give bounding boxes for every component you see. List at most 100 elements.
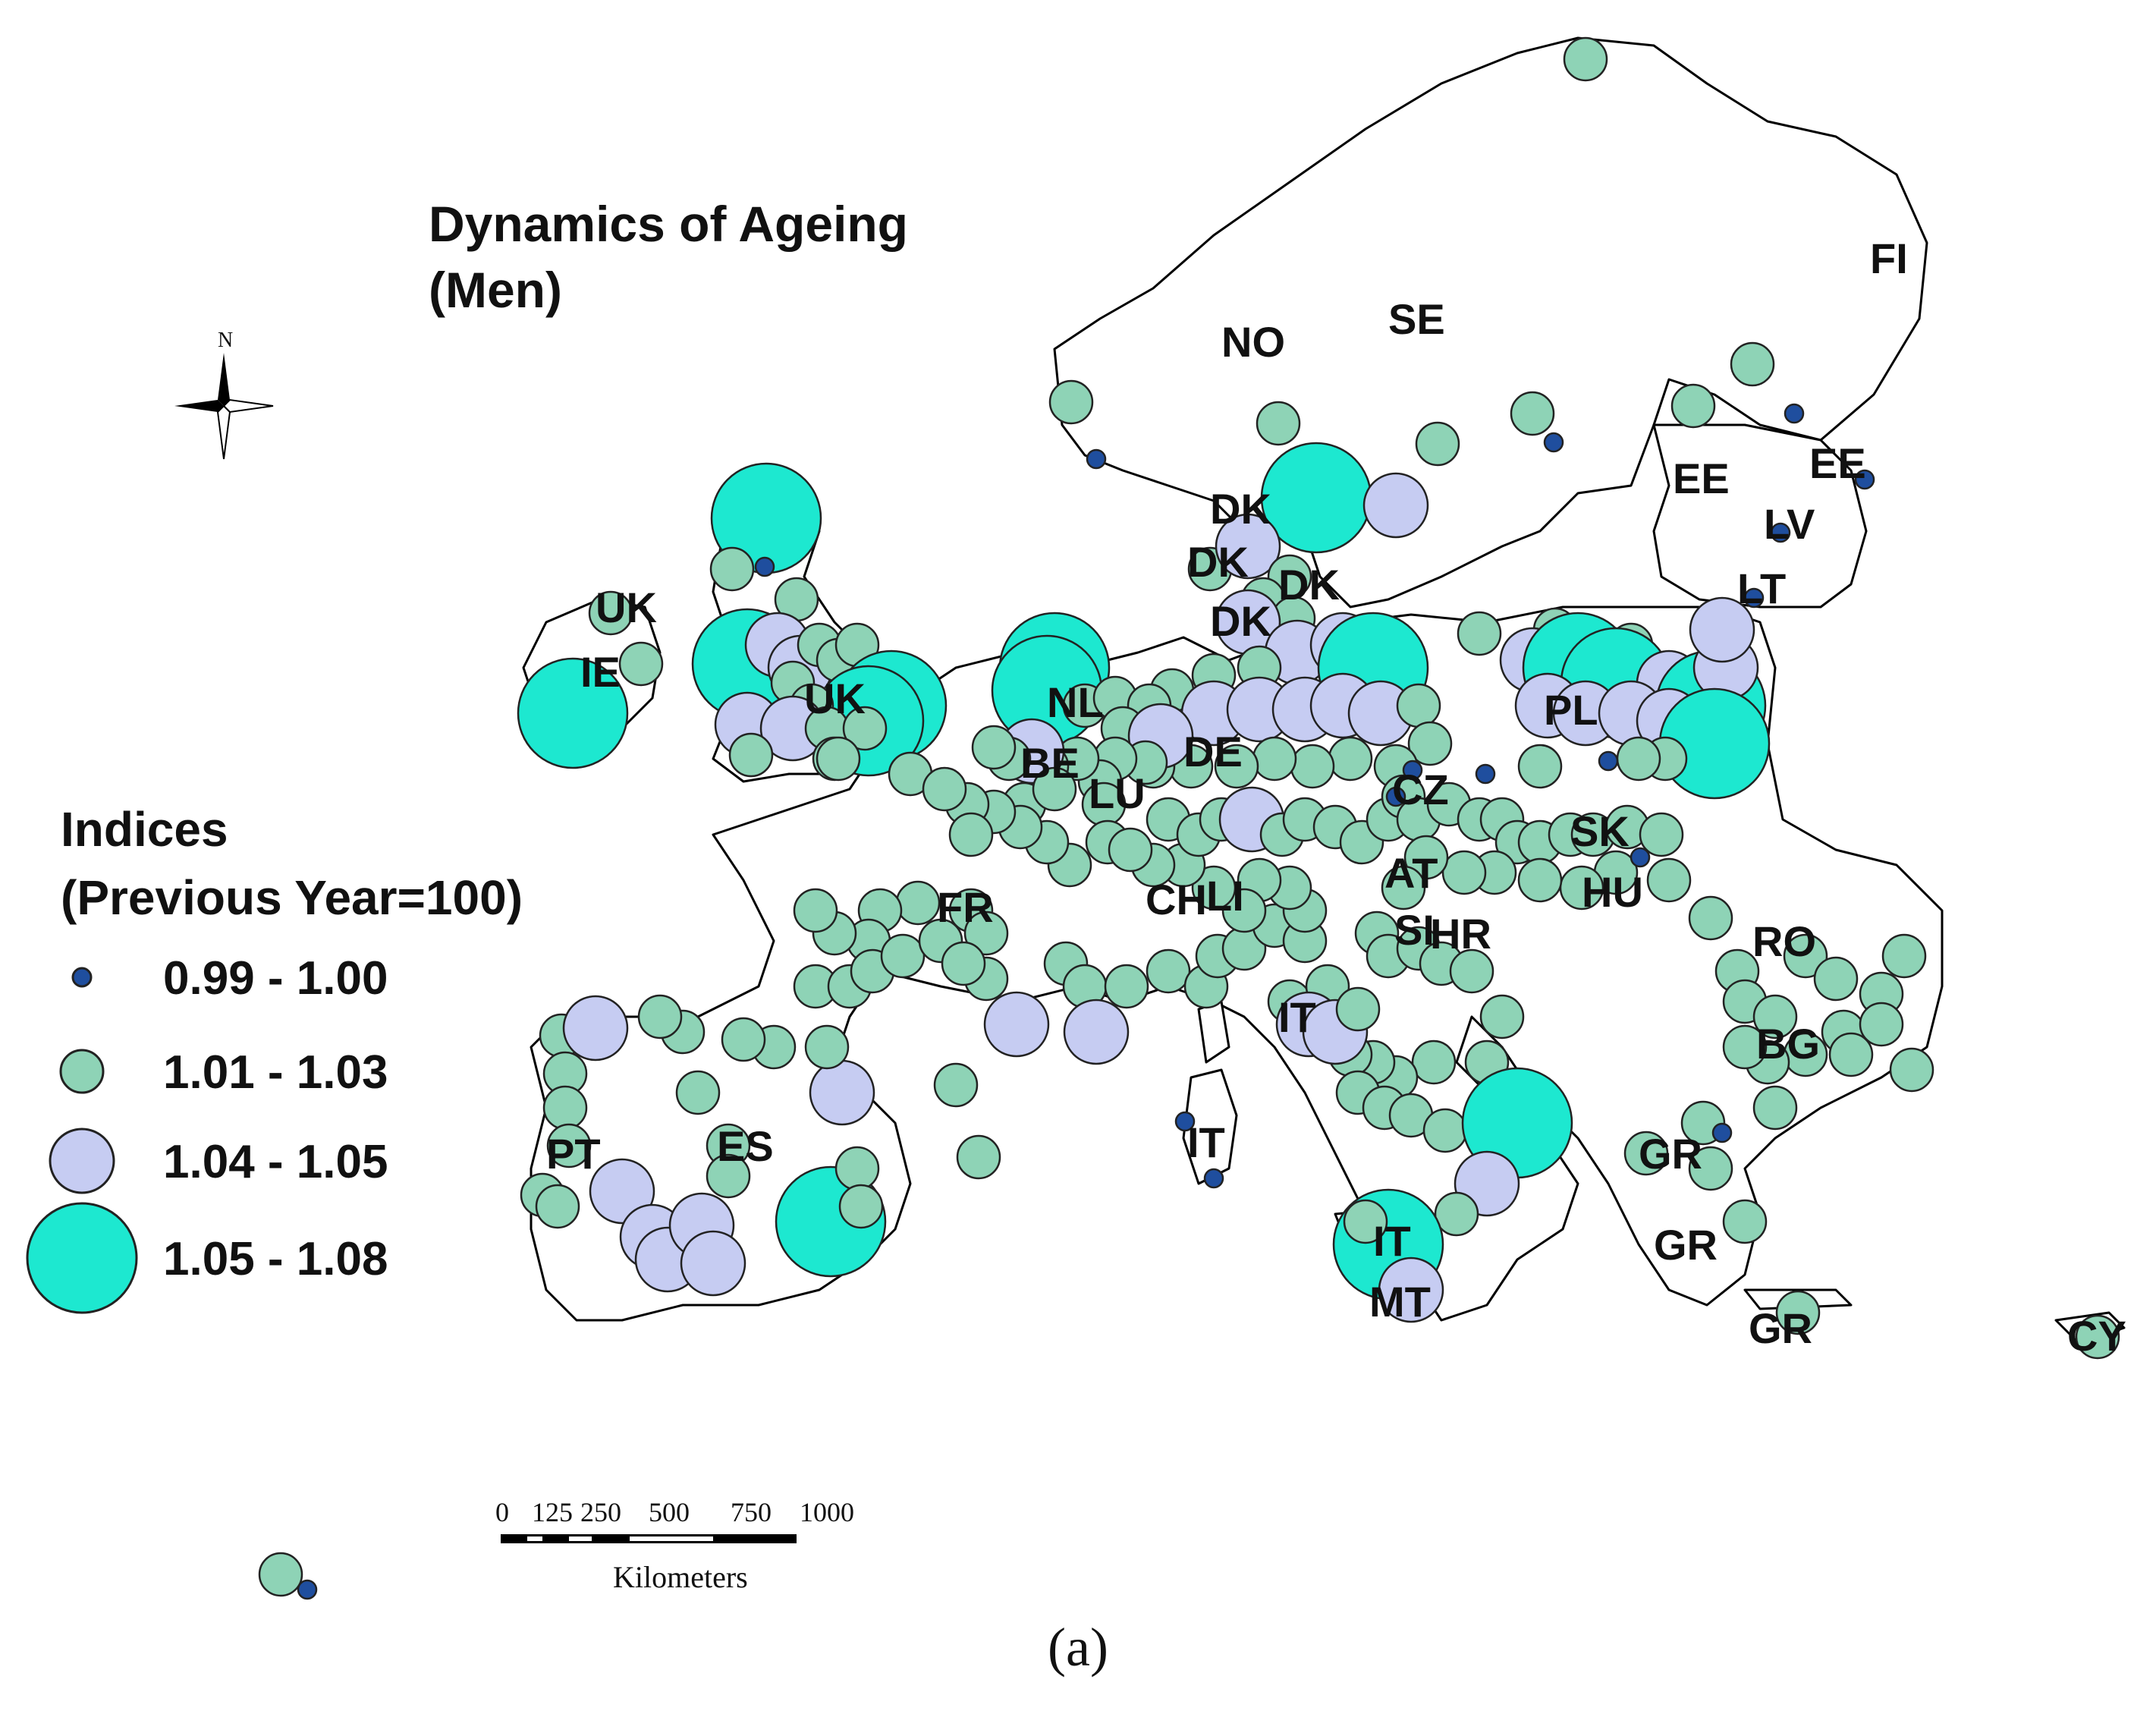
- region-bubble: [1411, 1039, 1457, 1085]
- country-label-fi: FI: [1870, 234, 1908, 282]
- region-bubble: [1396, 683, 1441, 728]
- region-bubble: [637, 994, 683, 1039]
- scale-tick-label: 750: [731, 1497, 772, 1527]
- region-bubble: [1859, 1002, 1904, 1047]
- country-label-dk: DK: [1210, 485, 1271, 533]
- country-label-fr: FR: [937, 883, 994, 931]
- legend-symbol-1: [71, 967, 93, 988]
- region-bubble: [535, 1184, 580, 1229]
- region-bubble: [1670, 383, 1716, 429]
- region-bubble: [1828, 1032, 1874, 1077]
- figure-caption: (a): [1048, 1617, 1108, 1678]
- map-title-line1: Dynamics of Ageing: [429, 196, 908, 252]
- region-bubble: [1752, 1085, 1798, 1131]
- country-label-it: IT: [1373, 1217, 1411, 1265]
- scale-bar: 0 125 250 500 750 1000 Kilometers: [495, 1497, 854, 1594]
- region-bubble: [834, 1146, 880, 1191]
- scale-tick-label: 0: [495, 1497, 509, 1527]
- region-bubble: [562, 995, 629, 1062]
- country-label-lv: LV: [1764, 500, 1815, 548]
- region-bubble: [546, 1123, 592, 1168]
- region-bubble: [1422, 1108, 1468, 1153]
- region-bubble: [517, 657, 629, 769]
- region-bubble: [1362, 472, 1429, 539]
- region-bubble: [542, 1085, 588, 1131]
- region-bubble: [838, 1184, 884, 1229]
- country-label-cz: CZ: [1392, 766, 1449, 813]
- country-label-ee: EE: [1809, 439, 1866, 487]
- legend-symbol-4: [26, 1202, 138, 1314]
- region-bubble: [1854, 469, 1875, 490]
- country-label-es: ES: [717, 1122, 774, 1170]
- region-bubble: [1479, 994, 1525, 1039]
- country-label-cy: CY: [2067, 1312, 2126, 1360]
- region-bubble: [1434, 1191, 1479, 1237]
- region-bubble: [941, 941, 986, 986]
- region-bubble: [258, 1552, 303, 1597]
- country-label-ch: CH: [1146, 876, 1207, 923]
- region-bubble: [793, 888, 838, 933]
- country-label-at: AT: [1384, 849, 1438, 897]
- country-label-ro: RO: [1752, 917, 1816, 965]
- region-bubble: [1646, 857, 1692, 903]
- map-title-line2: (Men): [429, 262, 562, 318]
- country-label-it: IT: [1187, 1118, 1225, 1166]
- region-bubble: [1770, 522, 1791, 543]
- country-label-it: IT: [1278, 993, 1316, 1041]
- legend-label-4: 1.05 - 1.08: [163, 1233, 388, 1285]
- country-label-hu: HU: [1582, 868, 1643, 916]
- country-label-pl: PL: [1544, 686, 1598, 734]
- region-bubble: [1441, 850, 1487, 895]
- region-bubble: [588, 590, 633, 636]
- region-bubble: [1203, 1168, 1224, 1189]
- region-bubble: [1688, 1146, 1733, 1191]
- region-bubble: [1108, 827, 1153, 873]
- region-bubble: [933, 1062, 979, 1108]
- legend-title-line1: Indices: [61, 802, 228, 857]
- country-label-be: BE: [1020, 739, 1080, 787]
- region-bubble: [1063, 999, 1130, 1065]
- country-label-nl: NL: [1047, 678, 1104, 726]
- region-bubble: [1616, 736, 1661, 782]
- region-bubble: [804, 1024, 850, 1070]
- scale-unit-label: Kilometers: [613, 1560, 748, 1594]
- region-bubble: [1381, 865, 1426, 911]
- country-label-dk: DK: [1210, 597, 1271, 645]
- country-label-bg: BG: [1756, 1020, 1820, 1068]
- country-label-gr: GR: [1639, 1130, 1702, 1178]
- legend-label-1: 0.99 - 1.00: [163, 952, 388, 1005]
- region-bubble: [809, 1059, 875, 1126]
- region-bubble: [1813, 956, 1859, 1002]
- region-bubble: [1517, 744, 1563, 789]
- region-bubble: [1343, 1199, 1388, 1244]
- region-bubble: [816, 736, 861, 782]
- country-label-lu: LU: [1089, 769, 1146, 817]
- country-label-si: SI: [1394, 906, 1435, 954]
- scale-tick-label: 125: [532, 1497, 573, 1527]
- region-bubble: [1146, 948, 1191, 994]
- north-label: N: [218, 329, 233, 352]
- region-bubble: [1517, 857, 1563, 903]
- region-bubble: [1215, 513, 1281, 580]
- region-bubble: [1328, 736, 1373, 782]
- region-bubble: [1743, 587, 1765, 609]
- legend-title-line2: (Previous Year=100): [61, 870, 523, 925]
- region-bubble: [1639, 812, 1684, 857]
- region-bubble: [1256, 401, 1301, 446]
- region-bubble: [680, 1230, 746, 1297]
- region-bubble: [1449, 948, 1494, 994]
- region-bubble: [948, 812, 994, 857]
- country-label-no: NO: [1221, 318, 1285, 366]
- country-label-ee: EE: [1673, 454, 1730, 502]
- region-bubble: [1402, 760, 1423, 781]
- country-label-li: LI: [1206, 872, 1244, 920]
- region-bubble: [1335, 986, 1381, 1032]
- region-bubble: [728, 732, 774, 778]
- country-label-dk: DK: [1187, 538, 1249, 586]
- region-bubble: [1752, 994, 1798, 1039]
- region-bubble: [1711, 1122, 1733, 1143]
- region-bubble: [1881, 933, 1927, 979]
- baltics-outline: [1652, 423, 1868, 609]
- region-bubble: [1689, 596, 1755, 663]
